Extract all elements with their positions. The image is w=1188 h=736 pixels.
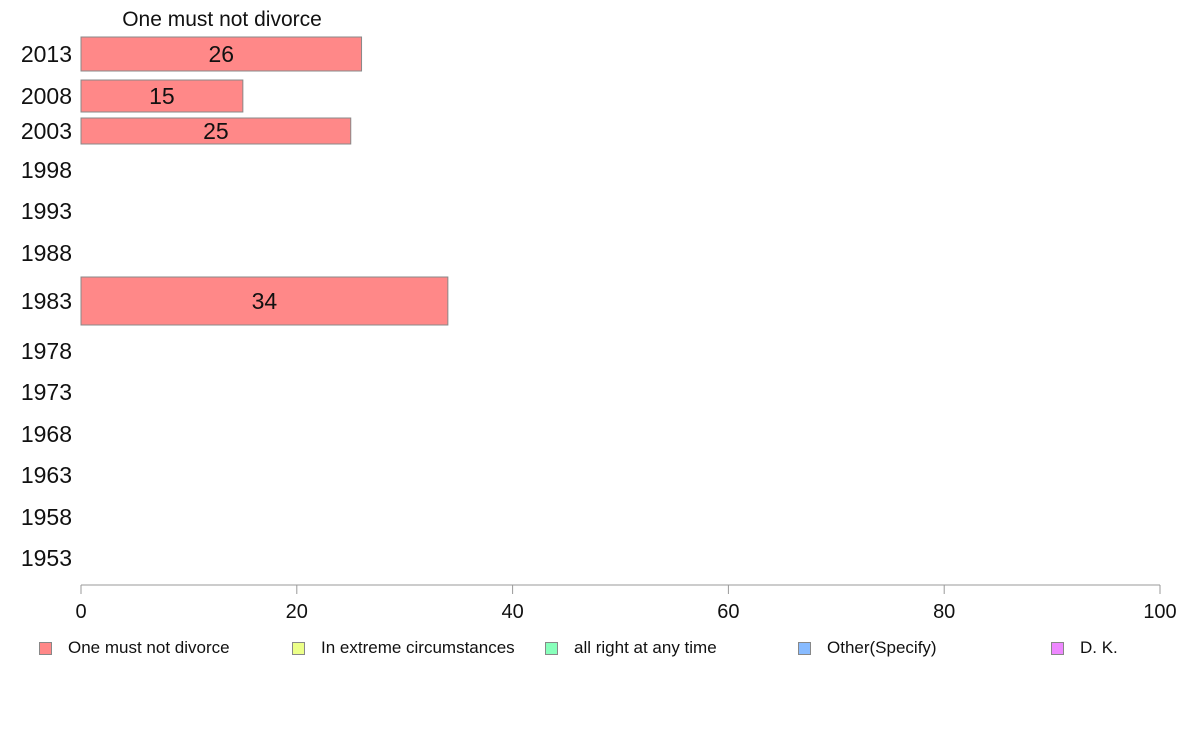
x-tick-label: 80	[933, 601, 955, 623]
y-tick-label: 1968	[21, 421, 72, 447]
x-tick-label: 0	[75, 601, 86, 623]
bar	[80, 117, 352, 145]
legend-label: all right at any time	[574, 638, 717, 657]
bar	[80, 79, 244, 113]
legend-item: One must not divorce	[39, 638, 230, 658]
x-tick-label: 60	[717, 601, 739, 623]
legend-label: One must not divorce	[68, 638, 230, 657]
data-label: 34	[252, 288, 278, 314]
x-tick-label: 20	[286, 601, 308, 623]
bar	[80, 36, 363, 72]
y-tick-label: 1993	[21, 198, 72, 224]
legend-swatch	[292, 641, 305, 655]
y-tick-label: 1978	[21, 338, 72, 364]
legend-label: Other(Specify)	[827, 638, 937, 657]
y-tick-label: 1973	[21, 379, 72, 405]
legend: One must not divorce In extreme circumsta…	[0, 638, 1188, 662]
y-tick-label: 2013	[21, 41, 72, 67]
column-header: One must not divorce	[122, 8, 322, 31]
legend-swatch	[798, 641, 811, 655]
y-tick-label: 1958	[21, 504, 72, 530]
legend-item: In extreme circumstances	[292, 638, 515, 658]
y-tick-label: 1953	[21, 545, 72, 571]
legend-item: all right at any time	[545, 638, 717, 658]
x-tick-label: 40	[501, 601, 523, 623]
data-label: 25	[203, 118, 229, 144]
legend-item: D. K.	[1051, 638, 1118, 658]
legend-swatch	[545, 641, 558, 655]
y-tick-label: 1963	[21, 462, 72, 488]
legend-swatch	[1051, 641, 1064, 655]
y-tick-label: 1983	[21, 288, 72, 314]
data-label: 26	[208, 41, 234, 67]
legend-label: In extreme circumstances	[321, 638, 515, 657]
x-axis: 0 20 40 60 80 100	[75, 584, 1177, 623]
y-axis-labels: 2013 2008 2003 1998 1993 1988 1983 1978 1973 1968…	[21, 41, 72, 571]
y-tick-label: 2003	[21, 118, 72, 144]
bar	[80, 276, 449, 326]
legend-swatch	[39, 641, 52, 655]
y-tick-label: 1998	[21, 157, 72, 183]
legend-label: D. K.	[1080, 638, 1118, 657]
x-tick-label: 100	[1143, 601, 1176, 623]
legend-item: Other(Specify)	[798, 638, 937, 658]
y-tick-label: 1988	[21, 240, 72, 266]
y-tick-label: 2008	[21, 83, 72, 109]
data-label: 15	[149, 83, 175, 109]
bars: 26 15 25 34	[80, 36, 449, 326]
